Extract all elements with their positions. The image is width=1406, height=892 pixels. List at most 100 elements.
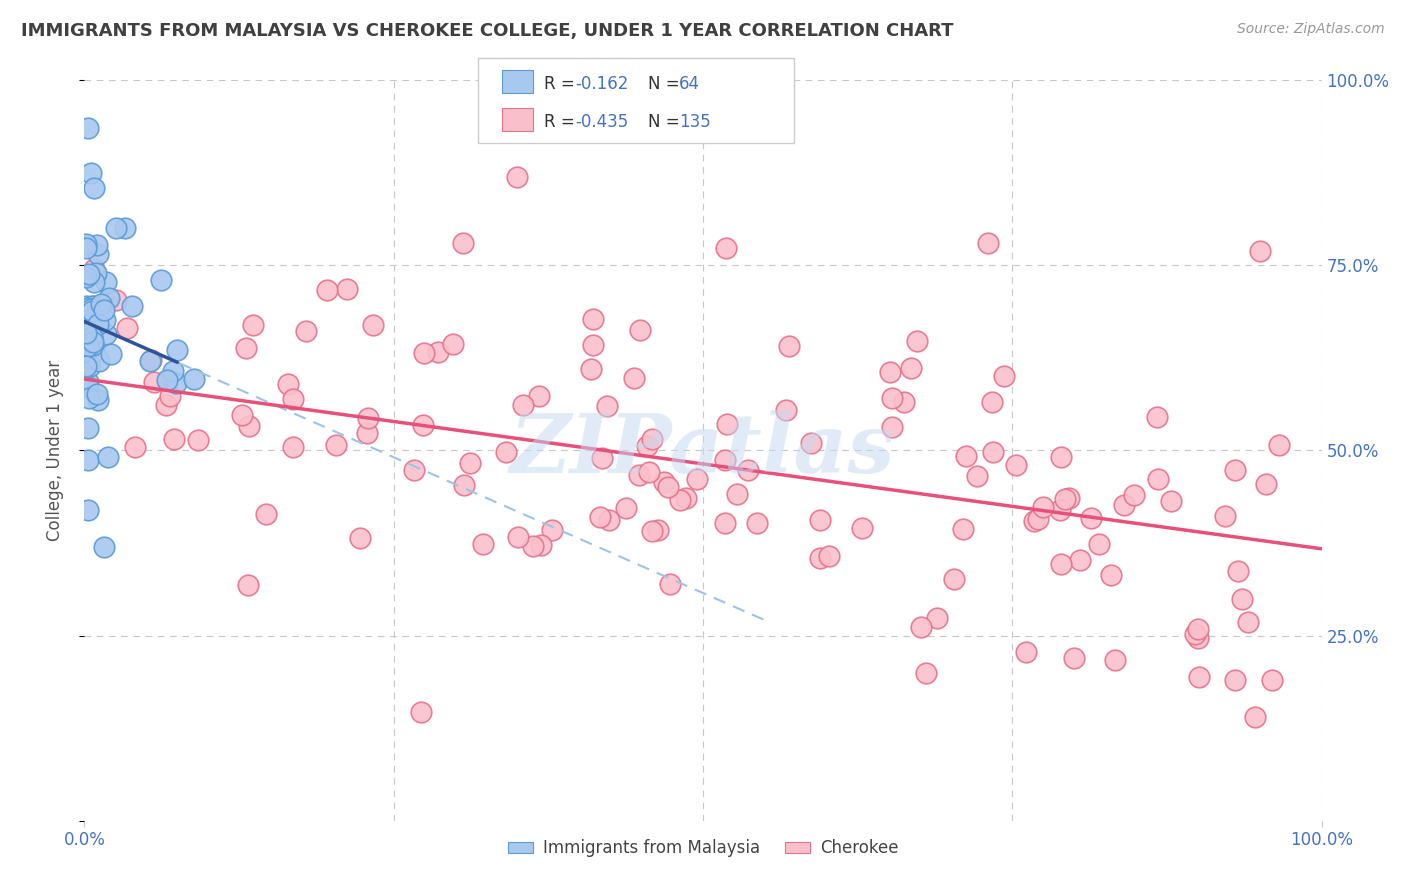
- Point: [628, 323, 651, 337]
- Point: [1256, 477, 1278, 491]
- Point: [77, 502, 100, 516]
- Text: IMMIGRANTS FROM MALAYSIA VS CHEROKEE COLLEGE, UNDER 1 YEAR CORRELATION CHART: IMMIGRANTS FROM MALAYSIA VS CHEROKEE COL…: [21, 22, 953, 40]
- Point: [231, 408, 253, 422]
- Point: [114, 221, 136, 235]
- Point: [77, 268, 100, 282]
- Point: [955, 449, 977, 463]
- Point: [82, 299, 104, 313]
- Point: [404, 463, 426, 477]
- Point: [598, 512, 620, 526]
- Point: [1099, 568, 1122, 582]
- Point: [775, 403, 797, 417]
- Point: [97, 291, 120, 305]
- Point: [105, 293, 128, 307]
- Point: [1227, 564, 1250, 578]
- Point: [1237, 615, 1260, 629]
- Point: [800, 435, 823, 450]
- Point: [1223, 673, 1246, 687]
- Point: [94, 327, 117, 342]
- Point: [540, 523, 562, 537]
- Point: [910, 620, 932, 634]
- Point: [242, 318, 264, 333]
- Point: [236, 578, 259, 592]
- Point: [1026, 511, 1049, 525]
- Point: [1184, 627, 1206, 641]
- Point: [139, 354, 162, 368]
- Point: [582, 337, 605, 351]
- Point: [277, 376, 299, 391]
- Point: [325, 438, 347, 452]
- Point: [124, 440, 146, 454]
- Point: [1188, 670, 1211, 684]
- Point: [506, 169, 529, 184]
- Point: [166, 343, 188, 357]
- Point: [79, 312, 101, 326]
- Point: [87, 354, 110, 368]
- Point: [142, 375, 165, 389]
- Point: [1063, 650, 1085, 665]
- Point: [121, 299, 143, 313]
- Point: [714, 516, 737, 530]
- Point: [818, 549, 841, 564]
- Point: [86, 238, 108, 252]
- Point: [714, 453, 737, 467]
- Point: [82, 338, 104, 352]
- Point: [1123, 488, 1146, 502]
- Point: [75, 236, 97, 251]
- Point: [363, 318, 385, 332]
- Point: [952, 522, 974, 536]
- Text: R =: R =: [544, 76, 581, 94]
- Point: [83, 275, 105, 289]
- Point: [647, 523, 669, 537]
- Point: [880, 391, 903, 405]
- Point: [591, 451, 613, 466]
- Text: -0.162: -0.162: [575, 76, 628, 94]
- Point: [80, 344, 103, 359]
- Point: [75, 299, 97, 313]
- Point: [1049, 450, 1071, 464]
- Point: [976, 236, 998, 251]
- Point: [512, 398, 534, 412]
- Point: [441, 337, 464, 351]
- Point: [636, 439, 658, 453]
- Point: [579, 362, 602, 376]
- Text: N =: N =: [648, 76, 685, 94]
- Point: [1049, 502, 1071, 516]
- Text: 135: 135: [679, 113, 711, 131]
- Point: [336, 282, 359, 296]
- Point: [745, 516, 768, 530]
- Point: [506, 530, 529, 544]
- Point: [411, 705, 433, 719]
- Point: [77, 121, 100, 136]
- Point: [427, 344, 450, 359]
- Point: [93, 302, 115, 317]
- Point: [162, 364, 184, 378]
- Point: [76, 301, 98, 315]
- Point: [77, 375, 100, 389]
- Point: [1080, 511, 1102, 525]
- Text: ZIPatlas: ZIPatlas: [510, 410, 896, 491]
- Point: [82, 333, 104, 347]
- Point: [981, 395, 1004, 409]
- Point: [1032, 500, 1054, 515]
- Point: [1057, 491, 1080, 506]
- Point: [80, 302, 103, 317]
- Point: [1005, 458, 1028, 472]
- Point: [714, 241, 737, 255]
- Point: [658, 576, 681, 591]
- Point: [1261, 673, 1284, 687]
- Point: [983, 445, 1005, 459]
- Point: [356, 426, 378, 441]
- Point: [77, 420, 100, 434]
- Point: [79, 166, 101, 180]
- Point: [83, 180, 105, 194]
- Point: [1213, 509, 1236, 524]
- Point: [1249, 244, 1271, 258]
- Point: [281, 392, 304, 406]
- Point: [522, 540, 544, 554]
- Point: [641, 524, 664, 539]
- Point: [623, 371, 645, 385]
- Point: [75, 326, 97, 340]
- Point: [737, 463, 759, 477]
- Point: [82, 335, 104, 350]
